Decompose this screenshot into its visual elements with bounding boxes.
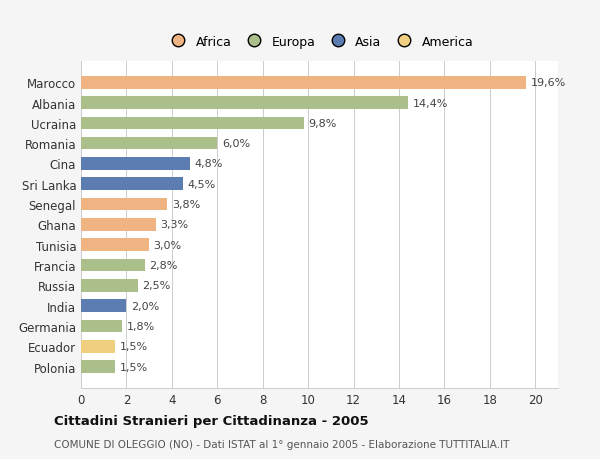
Bar <box>81 259 145 272</box>
Text: 14,4%: 14,4% <box>413 98 448 108</box>
Text: 1,8%: 1,8% <box>127 321 155 331</box>
Text: 3,0%: 3,0% <box>154 240 182 250</box>
Text: 1,5%: 1,5% <box>119 341 148 352</box>
Bar <box>81 320 122 332</box>
Text: Cittadini Stranieri per Cittadinanza - 2005: Cittadini Stranieri per Cittadinanza - 2… <box>54 414 368 428</box>
Text: 3,3%: 3,3% <box>161 220 188 230</box>
Bar <box>81 198 167 211</box>
Text: 19,6%: 19,6% <box>531 78 566 88</box>
Bar <box>81 178 183 190</box>
Text: 2,8%: 2,8% <box>149 260 178 270</box>
Bar <box>81 280 138 292</box>
Bar <box>81 158 190 170</box>
Bar <box>81 239 149 252</box>
Bar <box>81 97 408 110</box>
Text: 6,0%: 6,0% <box>222 139 250 149</box>
Text: 2,5%: 2,5% <box>142 281 170 291</box>
Text: 3,8%: 3,8% <box>172 200 200 210</box>
Bar <box>81 340 115 353</box>
Bar <box>81 360 115 373</box>
Legend: Africa, Europa, Asia, America: Africa, Europa, Asia, America <box>162 32 477 52</box>
Text: 4,5%: 4,5% <box>188 179 216 190</box>
Bar <box>81 118 304 130</box>
Bar <box>81 218 156 231</box>
Bar <box>81 300 127 312</box>
Text: 4,8%: 4,8% <box>194 159 223 169</box>
Text: 9,8%: 9,8% <box>308 118 337 129</box>
Bar <box>81 138 217 150</box>
Bar <box>81 77 526 90</box>
Text: COMUNE DI OLEGGIO (NO) - Dati ISTAT al 1° gennaio 2005 - Elaborazione TUTTITALIA: COMUNE DI OLEGGIO (NO) - Dati ISTAT al 1… <box>54 440 509 449</box>
Text: 1,5%: 1,5% <box>119 362 148 372</box>
Text: 2,0%: 2,0% <box>131 301 159 311</box>
